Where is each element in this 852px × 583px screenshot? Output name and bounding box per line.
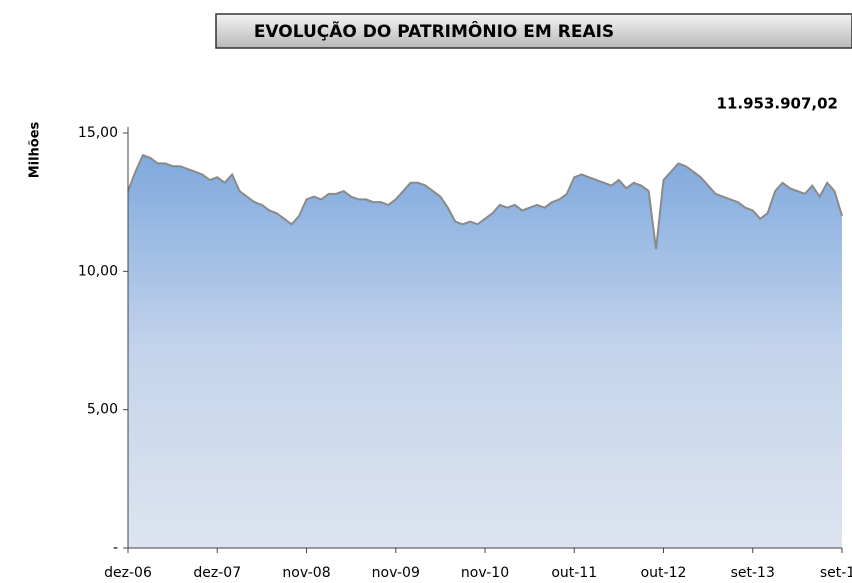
- y-tick-label: 10,00: [78, 263, 118, 279]
- x-tick-label: out-12: [641, 565, 687, 581]
- y-axis-label: Milhões: [28, 121, 43, 178]
- x-tick-label: set-14: [820, 565, 852, 581]
- area: [128, 155, 842, 548]
- y-tick-label: 15,00: [78, 125, 118, 141]
- x-tick-label: nov-08: [282, 565, 330, 581]
- x-tick-label: nov-10: [461, 565, 509, 581]
- title-box: [215, 13, 852, 49]
- x-tick-label: set-13: [731, 565, 775, 581]
- x-tick-label: nov-09: [372, 565, 420, 581]
- y-tick-label: -: [113, 540, 118, 556]
- x-tick-label: out-11: [551, 565, 597, 581]
- chart-title: EVOLUÇÃO DO PATRIMÔNIO EM REAIS: [254, 19, 614, 42]
- x-tick-label: dez-07: [193, 565, 241, 581]
- annotation: 11.953.907,02: [717, 95, 838, 113]
- area-line: [127, 153, 843, 250]
- y-tick-label: 5,00: [87, 402, 118, 418]
- x-tick-label: dez-06: [104, 565, 152, 581]
